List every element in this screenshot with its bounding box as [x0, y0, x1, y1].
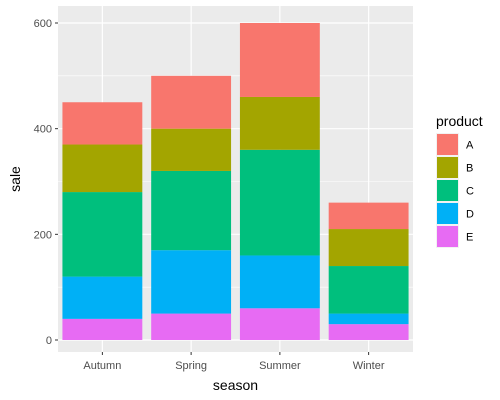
- bar-segment: [328, 229, 409, 267]
- bar-segment: [239, 23, 320, 97]
- legend-label: E: [466, 232, 473, 244]
- bar-segment: [239, 308, 320, 340]
- legend-swatch: [437, 203, 458, 224]
- bar-segment: [62, 192, 143, 277]
- y-axis-title: sale: [7, 166, 23, 192]
- legend-label: D: [466, 209, 474, 221]
- bar-segment: [62, 102, 143, 145]
- legend-label: A: [466, 140, 474, 152]
- y-tick-label: 0: [46, 335, 52, 347]
- legend-swatch: [437, 134, 458, 155]
- bar-segment: [151, 313, 232, 340]
- bar-segment: [328, 266, 409, 314]
- bar-segment: [62, 144, 143, 193]
- y-axis: 0 200 400 600: [34, 18, 58, 347]
- legend-swatch: [437, 226, 458, 247]
- bars: [62, 23, 409, 340]
- bar-segment: [328, 324, 409, 340]
- bar-segment: [239, 255, 320, 309]
- x-tick-label: Spring: [175, 360, 207, 372]
- y-tick-label: 400: [34, 124, 52, 136]
- bar-segment: [328, 202, 409, 230]
- bar-segment: [151, 75, 232, 129]
- y-tick-label: 200: [34, 229, 52, 241]
- bar-segment: [151, 250, 232, 314]
- bar-segment: [239, 96, 320, 150]
- bar-segment: [151, 128, 232, 171]
- legend-label: C: [466, 186, 474, 198]
- bar-segment: [62, 276, 143, 319]
- legend-title: product: [436, 113, 483, 129]
- x-tick-label: Winter: [353, 360, 385, 372]
- bar-segment: [62, 318, 143, 340]
- x-tick-label: Autumn: [83, 360, 121, 372]
- legend-swatch: [437, 180, 458, 201]
- y-tick-label: 600: [34, 18, 52, 30]
- bar-segment: [151, 170, 232, 251]
- x-axis: Autumn Spring Summer Winter: [83, 352, 385, 372]
- bar-segment: [239, 149, 320, 256]
- bar-segment: [328, 313, 409, 325]
- legend-swatch: [437, 157, 458, 178]
- legend-label: B: [466, 163, 473, 175]
- x-axis-title: season: [213, 377, 258, 393]
- x-tick-label: Summer: [259, 360, 301, 372]
